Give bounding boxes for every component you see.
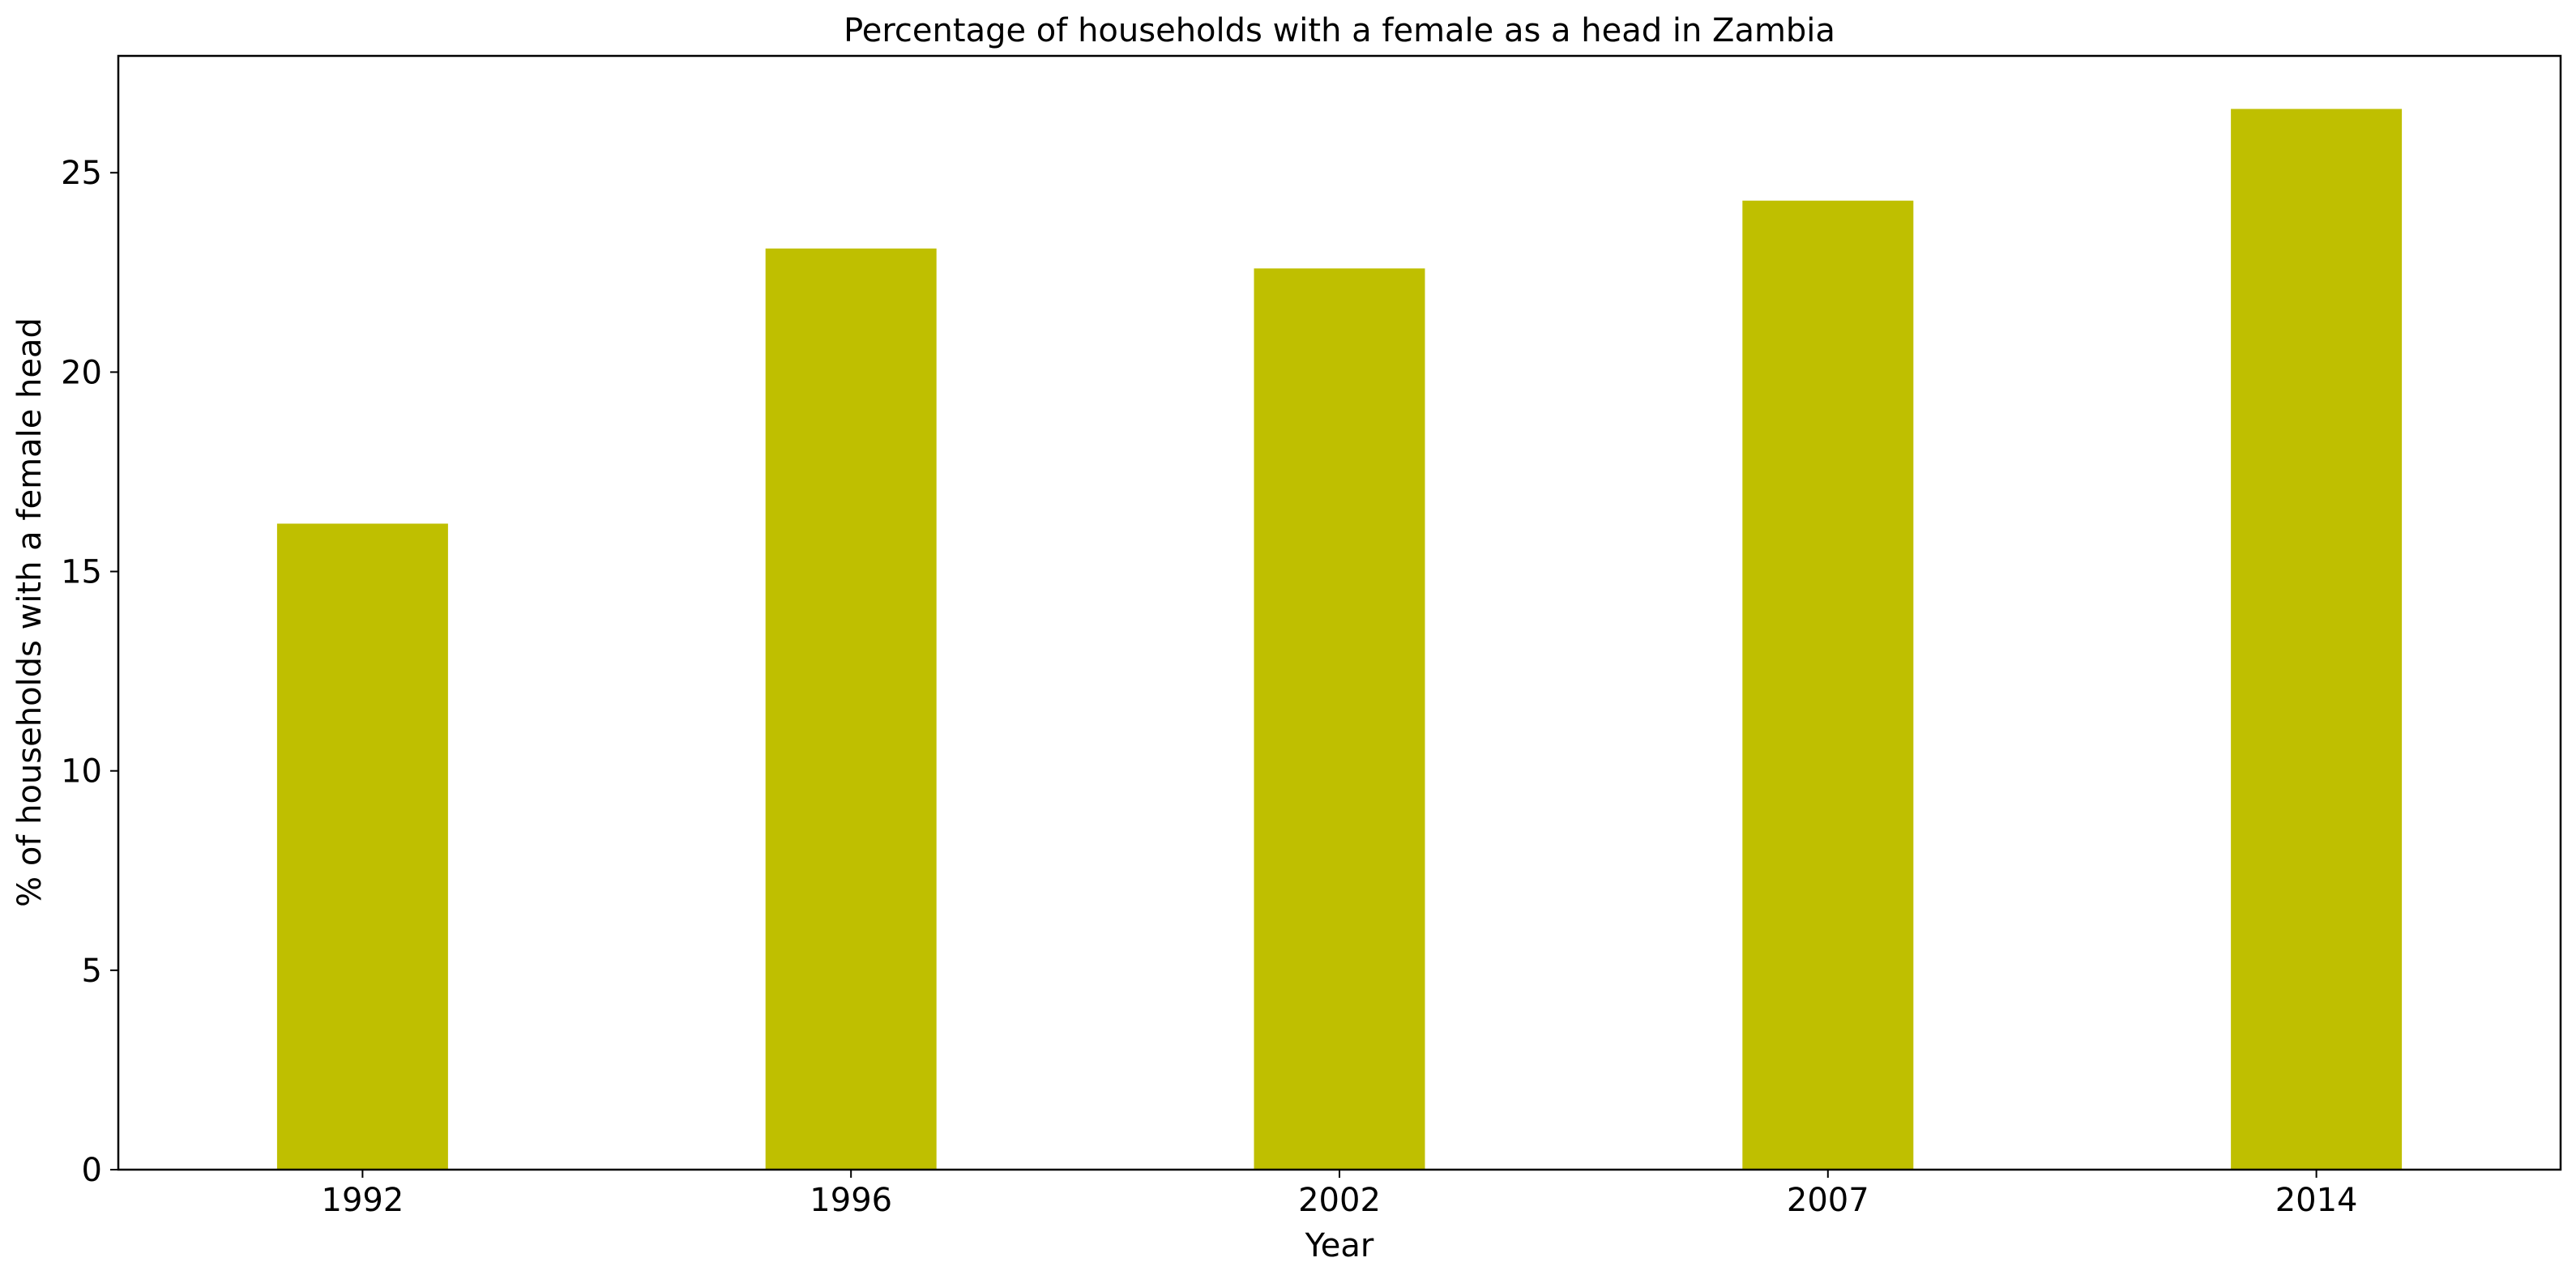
plot-frame: [117, 54, 2562, 1171]
y-tick-label: 25: [61, 155, 102, 192]
x-tick-label: 2002: [1298, 1182, 1381, 1219]
y-tick-label: 15: [61, 554, 102, 591]
y-tick-label: 5: [82, 953, 102, 990]
x-tick-label: 1996: [810, 1182, 892, 1219]
y-axis-title: % of households with a female head: [11, 318, 49, 907]
y-tick-label: 10: [61, 753, 102, 791]
bar-2002: [1254, 268, 1425, 1170]
x-axis-ticks: 1992 1996 2002 2007 2014: [322, 1170, 2358, 1219]
x-tick-label: 1992: [322, 1182, 404, 1219]
bar-2014: [2231, 109, 2403, 1170]
y-tick-label: 0: [82, 1152, 102, 1189]
bars-group: [276, 109, 2403, 1170]
bar-1992: [276, 523, 448, 1170]
bar-2007: [1742, 200, 1914, 1170]
x-axis-title: Year: [1305, 1227, 1374, 1264]
x-tick-label: 2007: [1787, 1182, 1869, 1219]
x-tick-label: 2014: [2275, 1182, 2358, 1219]
bar-1996: [765, 248, 937, 1170]
chart-title: Percentage of households with a female a…: [844, 12, 1835, 49]
y-axis-ticks: 0 5 10 15 20 25: [61, 155, 118, 1189]
y-tick-label: 20: [61, 354, 102, 391]
